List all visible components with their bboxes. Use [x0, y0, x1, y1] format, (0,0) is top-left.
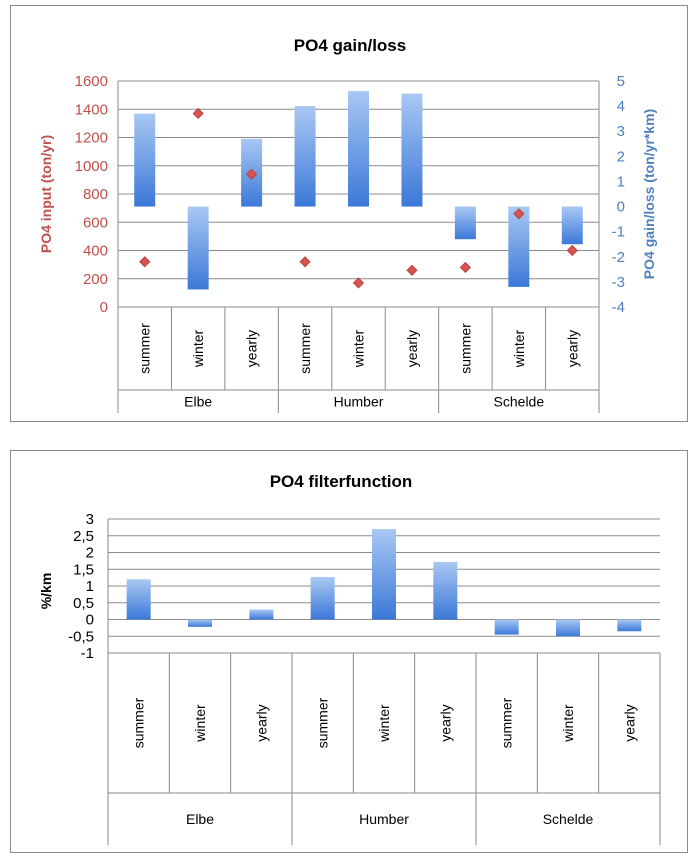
category-label-winter: winter [190, 329, 206, 368]
y2-tick-label: 5 [617, 73, 625, 90]
bar-filterfunction [249, 609, 274, 620]
category-label-summer: summer [499, 697, 515, 748]
y-tick-label: 0,5 [73, 595, 94, 612]
y2-tick-label: 0 [617, 199, 625, 216]
bar-gain-loss [561, 206, 583, 245]
marker-po4-input [459, 261, 471, 274]
group-label-humber: Humber [359, 811, 409, 827]
y-tick-label: 2 [86, 545, 94, 562]
category-label-summer: summer [315, 697, 331, 748]
bar-filterfunction [433, 561, 458, 620]
y-tick-label: 1600 [75, 73, 108, 90]
y2-tick-label: 1 [617, 173, 625, 190]
y-tick-label: 1000 [75, 158, 108, 175]
y-tick-label: 400 [83, 243, 108, 260]
y-tick-label: -1 [81, 645, 94, 662]
y2-tick-label: 2 [617, 148, 625, 165]
bar-gain-loss [454, 206, 476, 240]
y-tick-label: 1 [86, 578, 94, 595]
y2-tick-label: -1 [612, 224, 625, 241]
bar-gain-loss [187, 206, 209, 290]
y-axis-title: PO4 input (ton/yr) [38, 135, 54, 253]
y2-tick-label: -4 [612, 299, 625, 316]
bar-filterfunction [494, 619, 519, 635]
category-label-winter: winter [376, 704, 392, 743]
chart-filterfunction-svg: PO4 filterfunction -1-0,500,511,522,53 %/k… [38, 472, 661, 845]
group-label-elbe: Elbe [186, 811, 214, 827]
bar-filterfunction [126, 579, 151, 620]
category-label-yearly: yearly [253, 704, 269, 741]
category-label-summer: summer [137, 323, 153, 374]
y2-axis-title: PO4 gain/loss (ton/yr*km) [641, 109, 657, 279]
y2-tick-label: -2 [612, 249, 625, 266]
y-tick-label: 2,5 [73, 528, 94, 545]
y-tick-label: 600 [83, 214, 108, 231]
category-label-winter: winter [192, 704, 208, 743]
chart-panel-filterfunction: PO4 filterfunction -1 -0,5 0 0,5 1 1,5 2 2,5 3 %/k… [10, 450, 688, 853]
bar-filterfunction [372, 529, 396, 620]
bar-gain-loss [401, 93, 423, 207]
category-label-winter: winter [511, 329, 527, 368]
group-label-elbe: Elbe [184, 394, 212, 410]
y-tick-label: 1400 [75, 101, 108, 118]
category-label-summer: summer [131, 697, 147, 748]
y2-tick-label: -3 [612, 274, 625, 291]
bar-filterfunction [310, 576, 335, 620]
bar-filterfunction [556, 619, 580, 637]
group-label-schelde: Schelde [494, 394, 545, 410]
y-tick-label: 1,5 [73, 561, 94, 578]
chart-gain-loss-svg: PO4 gain/loss 0 200 400 600 800 1000 1200 1400 16… [38, 36, 657, 413]
bar-gain-loss [508, 206, 530, 287]
y-tick-label: 1200 [75, 130, 108, 147]
marker-po4-input [513, 208, 525, 220]
category-label-summer: summer [457, 323, 473, 374]
marker-po4-input [246, 168, 258, 180]
marker-po4-input [406, 264, 418, 276]
marker-po4-input [192, 107, 204, 120]
category-label-winter: winter [560, 704, 576, 743]
bar-gain-loss [134, 113, 156, 207]
y2-tick-label: 3 [617, 123, 625, 140]
y-tick-label: 0 [100, 299, 108, 316]
category-label-winter: winter [351, 329, 367, 368]
y-tick-label: -0,5 [68, 628, 94, 645]
y-axis-title: %/km [38, 573, 54, 610]
category-label-yearly: yearly [404, 330, 420, 367]
category-label-yearly: yearly [564, 330, 580, 367]
y-tick-label: 0 [86, 612, 94, 629]
chart-title: PO4 filterfunction [270, 472, 413, 491]
y-tick-label: 3 [86, 511, 94, 528]
category-label-summer: summer [297, 323, 313, 374]
y2-tick-label: 4 [617, 98, 625, 115]
bar-gain-loss [348, 91, 369, 207]
marker-po4-input [566, 244, 578, 257]
y-tick-label: 200 [83, 271, 108, 288]
category-label-yearly: yearly [621, 704, 637, 741]
y-tick-label: 800 [83, 186, 108, 203]
chart-title: PO4 gain/loss [294, 36, 406, 55]
bar-filterfunction [188, 619, 212, 627]
bar-filterfunction [617, 619, 642, 632]
bar-gain-loss [294, 106, 316, 207]
category-label-yearly: yearly [244, 330, 260, 367]
group-label-schelde: Schelde [543, 811, 594, 827]
chart-panel-gain-loss: PO4 gain/loss 0 200 400 600 800 1000 1200 1400 16… [10, 5, 688, 422]
marker-po4-input [139, 256, 151, 268]
marker-po4-input [352, 277, 365, 289]
marker-po4-input [299, 256, 311, 268]
group-label-humber: Humber [334, 394, 384, 410]
category-label-yearly: yearly [437, 704, 453, 741]
